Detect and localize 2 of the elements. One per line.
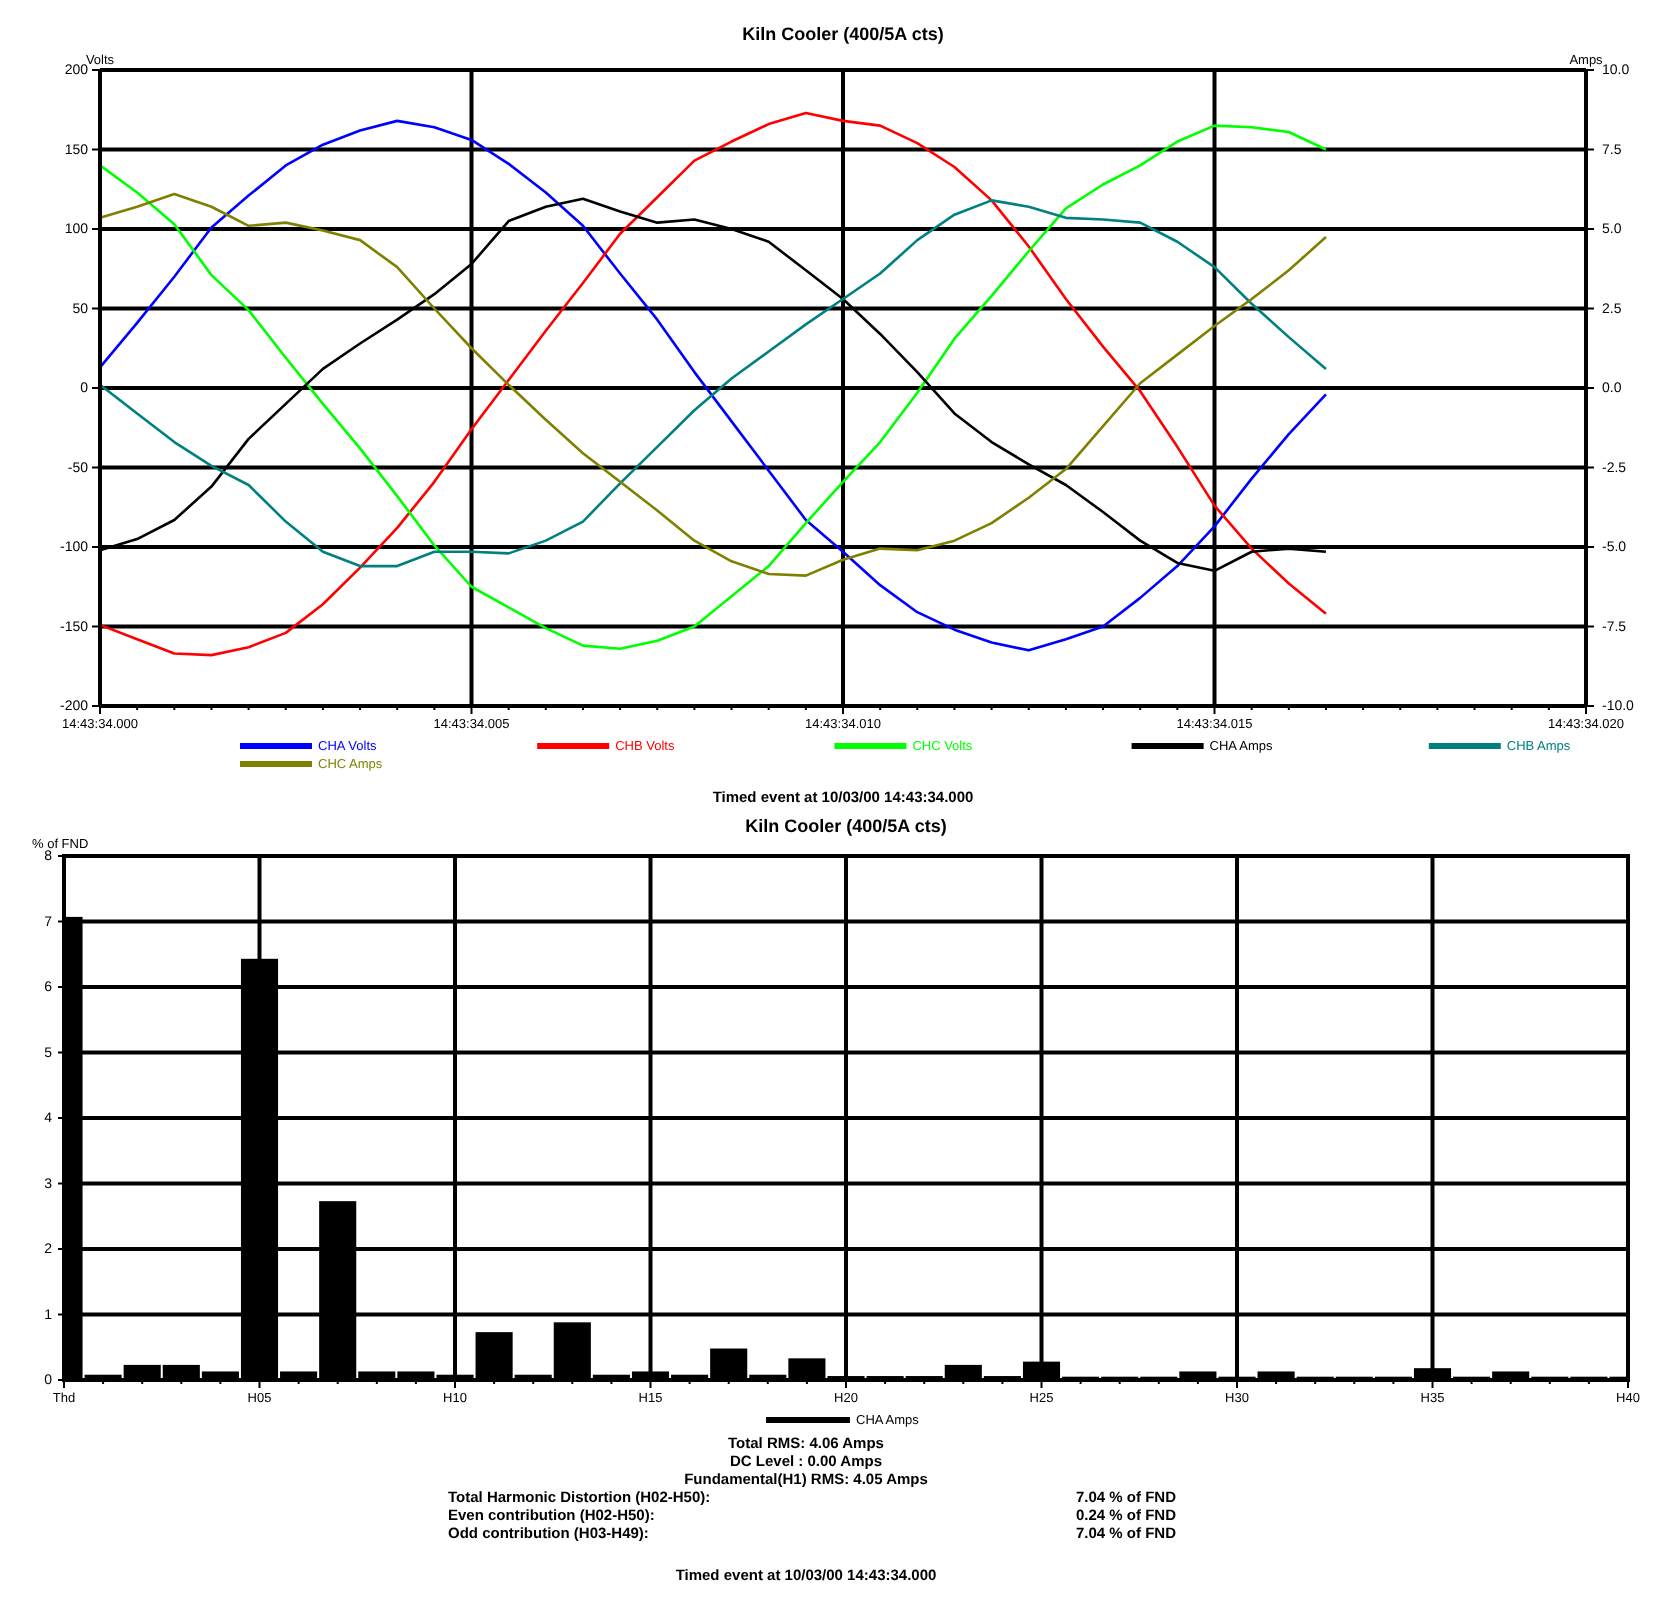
- chart-title: Kiln Cooler (400/5A cts): [742, 24, 944, 44]
- chart-title: Kiln Cooler (400/5A cts): [745, 816, 947, 836]
